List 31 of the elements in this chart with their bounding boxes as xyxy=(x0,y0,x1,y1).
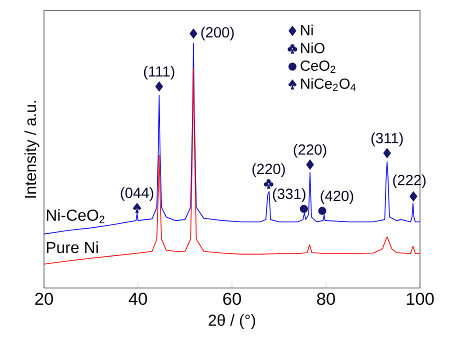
annotation: (311) xyxy=(371,132,403,146)
series-label: Pure Ni xyxy=(46,241,98,254)
y-axis-title: Intensity / a.u. xyxy=(24,101,40,198)
legend-label: CeO$_{2}$ xyxy=(300,60,336,73)
point xyxy=(383,148,391,158)
annotation: (200) xyxy=(201,26,234,40)
annotation: (220) xyxy=(294,144,326,158)
x-tick-label: 100 xyxy=(406,292,434,305)
point xyxy=(306,160,314,170)
x-tick-label: 40 xyxy=(128,292,147,305)
series-label: Ni-CeO$_{2}$ xyxy=(46,209,104,224)
point xyxy=(300,204,308,213)
annotation: (044) xyxy=(120,187,154,201)
legend-label: NiCe$_{2}$O$_{4}$ xyxy=(301,78,356,91)
x-tick-label: 80 xyxy=(317,292,335,305)
x-tick-label: 20 xyxy=(35,292,53,305)
x-axis-title: 2θ / (°) xyxy=(208,314,256,330)
annotation: (420) xyxy=(320,190,354,204)
point xyxy=(264,179,274,189)
legend-label: NiO xyxy=(301,42,324,54)
x-tick-label: 60 xyxy=(223,292,241,305)
point xyxy=(132,202,142,213)
annotation: (220) xyxy=(252,163,285,177)
point xyxy=(190,28,198,39)
point xyxy=(155,81,164,92)
point xyxy=(318,206,326,215)
annotation: (111) xyxy=(144,66,174,80)
annotation: (222) xyxy=(393,174,426,188)
annotation: (331) xyxy=(272,188,306,202)
legend-label: Ni xyxy=(301,24,313,36)
point xyxy=(410,191,418,202)
